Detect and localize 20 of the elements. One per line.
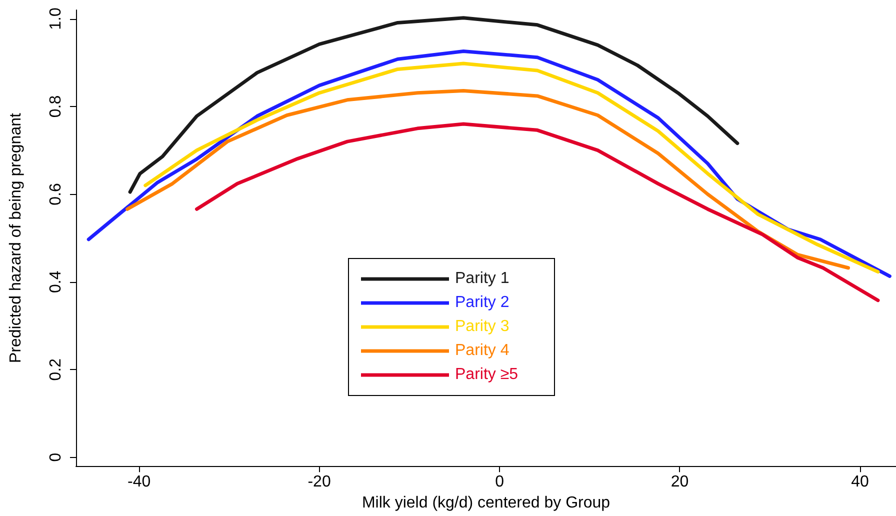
text: Parity 4	[455, 342, 510, 360]
y-tick-label: 0.2	[48, 358, 64, 381]
line-series	[128, 16, 740, 194]
x-tick-label: 40	[851, 474, 869, 491]
y-tick-label: 0.8	[48, 95, 64, 118]
x-tick-label: -40	[128, 474, 151, 491]
x-tick-label: -20	[308, 474, 331, 491]
text: Parity 3	[455, 318, 510, 336]
line-series	[126, 88, 850, 270]
y-tick-label: 1.0	[48, 8, 64, 30]
x-tick-label: 0	[495, 474, 504, 491]
y-tick-label: 0.4	[48, 270, 64, 294]
text: Parity 1	[455, 270, 510, 288]
text: Parity ≥5	[455, 366, 518, 384]
y-tick-label: 0.6	[48, 182, 64, 206]
y-tick-label: 0	[48, 452, 64, 462]
text: Parity 2	[455, 294, 510, 312]
x-tick-label: 20	[670, 474, 689, 491]
y-axis-title: Predicted hazard of being pregnant	[8, 112, 24, 364]
x-axis-title: Milk yield (kg/d) centered by Group	[362, 494, 610, 512]
